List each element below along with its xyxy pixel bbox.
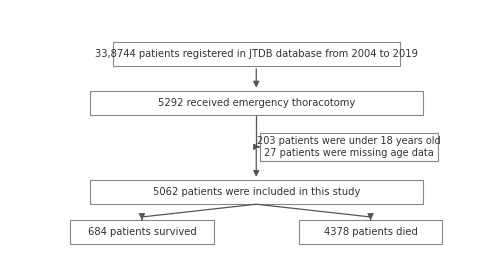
Text: 684 patients survived: 684 patients survived — [88, 227, 196, 237]
FancyBboxPatch shape — [90, 180, 423, 204]
Text: 5062 patients were included in this study: 5062 patients were included in this stud… — [152, 187, 360, 197]
FancyBboxPatch shape — [299, 220, 442, 243]
FancyBboxPatch shape — [113, 42, 400, 66]
Text: 5292 received emergency thoracotomy: 5292 received emergency thoracotomy — [158, 98, 355, 108]
FancyBboxPatch shape — [70, 220, 214, 243]
Text: 33,8744 patients registered in JTDB database from 2004 to 2019: 33,8744 patients registered in JTDB data… — [95, 49, 418, 59]
Text: 4378 patients died: 4378 patients died — [324, 227, 418, 237]
FancyBboxPatch shape — [90, 91, 423, 115]
FancyBboxPatch shape — [260, 133, 438, 161]
Text: 203 patients were under 18 years old
27 patients were missing age data: 203 patients were under 18 years old 27 … — [258, 136, 441, 158]
